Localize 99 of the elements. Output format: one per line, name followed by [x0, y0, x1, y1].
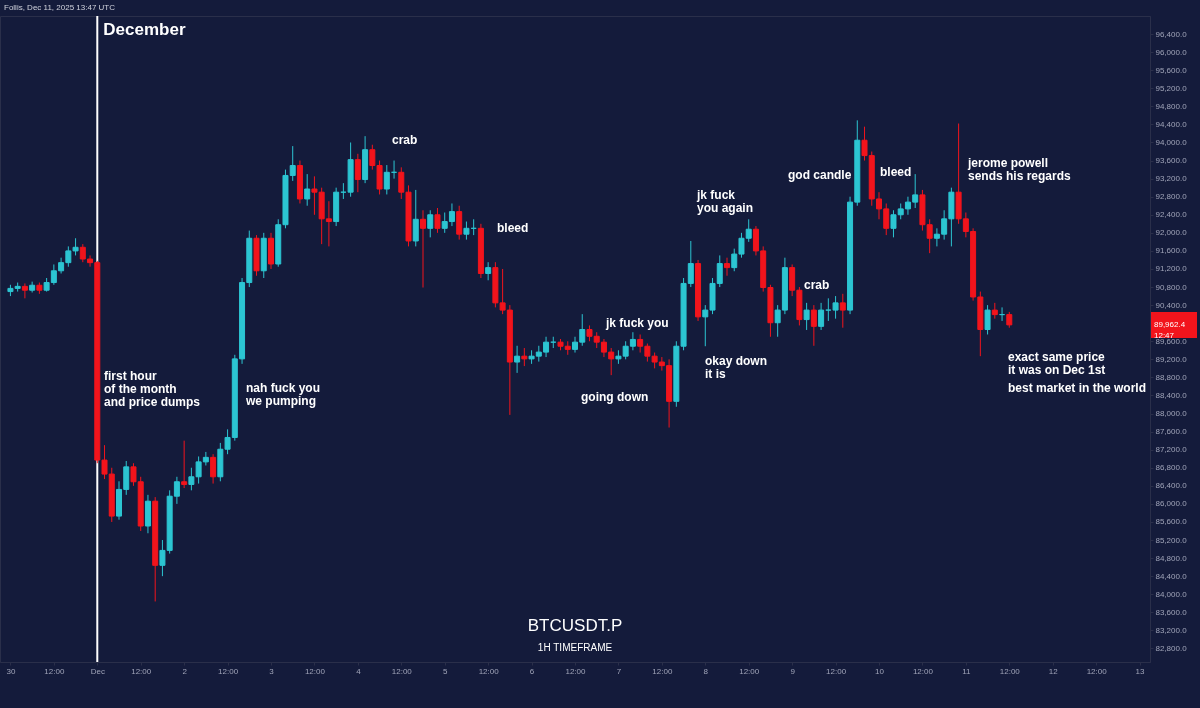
x-tick-label: 5: [442, 666, 448, 676]
y-tick-label: 92,800.0: [1155, 192, 1188, 202]
x-tick-label: 12:00: [652, 666, 673, 676]
annotation: crab: [804, 278, 830, 292]
x-tick-label: 12:00: [44, 666, 65, 676]
y-tick-label: 88,000.0: [1155, 409, 1188, 419]
annotation: going down: [581, 390, 649, 404]
annotation: exact same price it was on Dec 1st: [1008, 350, 1106, 377]
candlestick: [818, 302, 825, 331]
y-tick-label: 95,200.0: [1155, 83, 1188, 93]
y-tick-label: 85,200.0: [1155, 535, 1188, 545]
x-tick-label: 7: [616, 666, 622, 676]
x-tick-label: 12:00: [391, 666, 413, 676]
y-tick-label: 88,800.0: [1155, 372, 1188, 382]
candlestick: [420, 209, 426, 288]
y-tick-label: 94,800.0: [1155, 101, 1188, 111]
x-tick-label: 3: [269, 666, 275, 676]
candlestick: [485, 261, 492, 281]
x-tick-label: 2: [182, 666, 188, 676]
annotation: okay down it is: [705, 354, 768, 381]
candlestick: [181, 440, 188, 489]
y-tick-label: 89,200.0: [1155, 354, 1188, 364]
annotation: jk fuck you again: [696, 188, 754, 215]
annotation: nah fuck you we pumping: [245, 381, 321, 408]
x-tick-label: 12: [1048, 666, 1059, 676]
y-tick-label: 94,400.0: [1155, 119, 1188, 129]
y-tick-label: 86,000.0: [1155, 499, 1188, 509]
candlestick: [810, 304, 817, 347]
candlestick: [427, 209, 434, 238]
candlestick: [724, 257, 730, 277]
x-tick-label: 6: [529, 666, 535, 676]
y-tick-label: 84,400.0: [1155, 571, 1188, 581]
y-tick-label: 92,400.0: [1155, 210, 1188, 220]
candlestick: [412, 189, 419, 247]
candlestick: [521, 347, 528, 367]
annotation: god candle: [788, 168, 852, 182]
annotation: bleed: [880, 165, 912, 179]
y-tick-label: 91,200.0: [1155, 264, 1188, 274]
candlestick: [210, 453, 217, 485]
y-tick-label: 83,600.0: [1155, 607, 1188, 617]
x-tick-label: 10: [875, 666, 885, 676]
y-tick-label: 92,000.0: [1155, 228, 1188, 238]
y-tick-label: 84,800.0: [1155, 553, 1188, 563]
y-tick-label: 86,400.0: [1155, 481, 1188, 491]
annotation: first hour of the month and price dumps: [104, 369, 201, 409]
ref-line-label: December: [103, 20, 186, 39]
x-tick-label: 12:00: [912, 666, 934, 676]
text: 89,962.4 12:47: [1154, 320, 1186, 340]
y-tick-label: 96,400.0: [1155, 29, 1188, 39]
x-tick-label: 12:00: [999, 666, 1021, 676]
candlestick: [984, 304, 991, 335]
x-tick-label: 9: [790, 666, 796, 676]
x-tick-label: 30: [6, 666, 16, 676]
candlestick: [21, 282, 28, 299]
y-tick-label: 91,600.0: [1155, 246, 1188, 256]
y-tick-label: 88,400.0: [1155, 390, 1188, 400]
x-tick-label: 12:00: [218, 666, 239, 676]
y-tick-label: 84,000.0: [1155, 589, 1188, 599]
y-tick-label: 86,800.0: [1155, 463, 1188, 473]
x-tick-label: 8: [703, 666, 709, 676]
text: BTCUSDT.P: [527, 616, 623, 635]
y-tick-label: 87,600.0: [1155, 427, 1188, 437]
y-tick-label: 87,200.0: [1155, 445, 1188, 455]
x-tick-label: 12:00: [739, 666, 760, 676]
x-tick-label: 12:00: [1086, 666, 1108, 676]
y-tick-label: 90,800.0: [1155, 282, 1188, 292]
y-tick-label: 90,400.0: [1155, 300, 1188, 310]
x-tick-label: 12:00: [826, 666, 847, 676]
y-tick-label: 93,200.0: [1155, 174, 1188, 184]
x-tick-label: 12:00: [131, 666, 152, 676]
candlestick: [456, 205, 463, 241]
x-tick-label: 4: [356, 666, 362, 676]
x-tick-label: 12:00: [478, 666, 500, 676]
annotation: crab: [392, 133, 418, 147]
y-tick-label: 93,600.0: [1155, 156, 1188, 166]
candlestick: [434, 207, 441, 234]
y-tick-label: 82,800.0: [1155, 643, 1188, 653]
y-tick-label: 94,000.0: [1155, 137, 1188, 147]
y-tick-label: 83,200.0: [1155, 625, 1188, 635]
annotation: jk fuck you: [605, 316, 669, 330]
x-tick-label: Dec: [90, 666, 105, 676]
candlestick: [383, 164, 390, 195]
y-tick-label: 96,000.0: [1155, 47, 1188, 57]
annotation: jerome powell sends his regards: [967, 156, 1072, 183]
text: Follis, Dec 11, 2025 13:47 UTC: [4, 3, 116, 12]
text: 1H TIMEFRAME: [537, 642, 613, 653]
candlestick: [304, 173, 311, 207]
x-tick-label: 13: [1135, 666, 1146, 676]
x-tick-label: 12:00: [565, 666, 587, 676]
y-tick-label: 95,600.0: [1155, 65, 1188, 75]
candlestick: [803, 302, 810, 331]
candlestick: [514, 345, 521, 374]
annotation: bleed: [497, 221, 529, 235]
x-tick-label: 11: [962, 666, 972, 676]
candlestick: [354, 153, 361, 193]
y-tick-label: 85,600.0: [1155, 517, 1188, 527]
candlestick: [839, 293, 846, 329]
x-tick-label: 12:00: [304, 666, 326, 676]
annotation: best market in the world: [1008, 381, 1147, 395]
